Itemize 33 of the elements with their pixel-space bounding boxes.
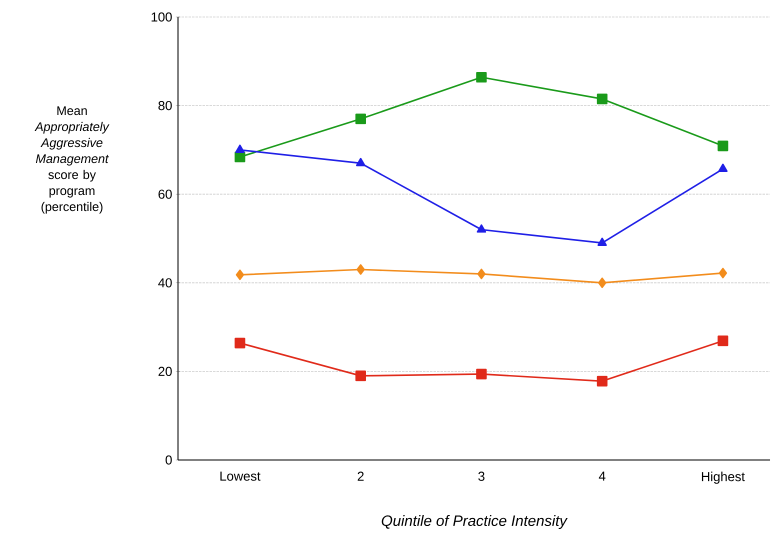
point xyxy=(476,72,487,83)
y-tick-label: 40 xyxy=(158,278,172,288)
point xyxy=(355,114,366,124)
point xyxy=(596,376,608,386)
point xyxy=(476,368,487,380)
y-tick-label: 0 xyxy=(166,455,172,465)
y-tick-label: 60 xyxy=(158,190,172,199)
x-tick-label: Highest xyxy=(702,472,745,484)
point xyxy=(718,268,728,278)
point xyxy=(234,152,246,162)
point xyxy=(718,164,728,172)
point xyxy=(718,336,728,346)
y-axis-title: Mean Appropriately Aggressive Management score by program (percentile) xyxy=(34,106,110,214)
y-tick-label: 100 xyxy=(152,12,172,22)
point xyxy=(356,158,366,166)
x-axis-title: Quintile of Practice Intensity xyxy=(382,515,568,529)
point xyxy=(477,268,486,280)
y-tick-label: 80 xyxy=(158,100,172,110)
point xyxy=(236,270,244,280)
point xyxy=(598,278,606,288)
point xyxy=(355,370,366,382)
x-tick-label: 3 xyxy=(478,472,484,481)
point xyxy=(476,224,486,233)
point xyxy=(356,264,365,275)
point xyxy=(718,140,728,152)
y-tick-label: 20 xyxy=(158,366,172,376)
x-tick-label: 4 xyxy=(598,472,606,481)
point xyxy=(235,144,245,153)
point xyxy=(597,238,607,246)
point xyxy=(234,338,246,348)
x-tick-label: 2 xyxy=(358,472,364,481)
x-tick-label: Lowest xyxy=(220,472,260,481)
point xyxy=(596,94,608,104)
